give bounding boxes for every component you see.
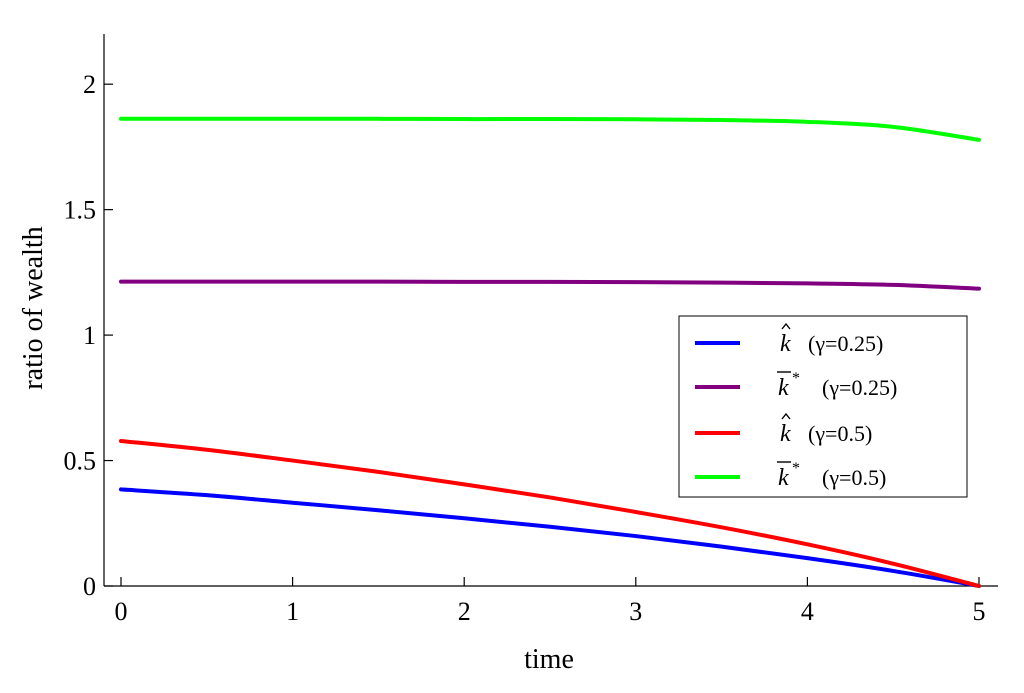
- y-tick-label: 1: [83, 321, 96, 350]
- legend: k (γ=0.25)k * (γ=0.25)k (γ=0.5)k * (γ=0.5): [678, 315, 968, 498]
- legend-param: (γ=0.5): [822, 465, 886, 490]
- hat-accent: [781, 412, 791, 420]
- legend-symbol: k: [778, 465, 789, 491]
- legend-param: (γ=0.5): [808, 421, 872, 446]
- x-tick-label: 1: [286, 597, 299, 626]
- x-tick-label: 4: [801, 597, 814, 626]
- legend-superscript: *: [792, 460, 800, 477]
- y-tick-label: 2: [83, 70, 96, 99]
- legend-box: [678, 315, 968, 498]
- y-tick-label: 0: [83, 572, 96, 601]
- y-tick-labels: 0 0.5 1 1.5 2: [64, 70, 97, 601]
- y-axis-label: ratio of wealth: [18, 226, 49, 389]
- legend-param: (γ=0.25): [808, 331, 883, 356]
- tick-marks: [104, 83, 980, 587]
- legend-symbol: k: [780, 331, 791, 357]
- legend-symbol: k: [778, 375, 789, 401]
- legend-param: (γ=0.25): [822, 375, 897, 400]
- legend-entry: k (γ=0.5): [695, 412, 872, 447]
- hat-accent: [781, 322, 791, 330]
- legend-superscript: *: [792, 370, 800, 387]
- axes: [103, 34, 998, 587]
- y-tick-label: 0.5: [64, 447, 97, 476]
- x-tick-label: 5: [973, 597, 986, 626]
- legend-entry: k (γ=0.25): [695, 322, 883, 357]
- x-axis-label: time: [524, 644, 574, 675]
- series-k-hat-gamma-0-25: [119, 487, 981, 588]
- series-k-hat-gamma-0-5: [119, 438, 981, 588]
- legend-entry: k * (γ=0.25): [695, 370, 897, 401]
- series-lines: [119, 116, 981, 588]
- legend-entry: k * (γ=0.5): [695, 460, 886, 491]
- x-tick-label: 3: [629, 597, 642, 626]
- x-tick-labels: 0 1 2 3 4 5: [115, 597, 986, 626]
- series-k-bar-star-gamma-0-5: [119, 116, 981, 142]
- y-tick-label: 1.5: [64, 196, 97, 225]
- x-tick-label: 0: [115, 597, 128, 626]
- series-k-bar-star-gamma-0-25: [119, 279, 981, 291]
- legend-symbol: k: [780, 421, 791, 447]
- x-tick-label: 2: [458, 597, 471, 626]
